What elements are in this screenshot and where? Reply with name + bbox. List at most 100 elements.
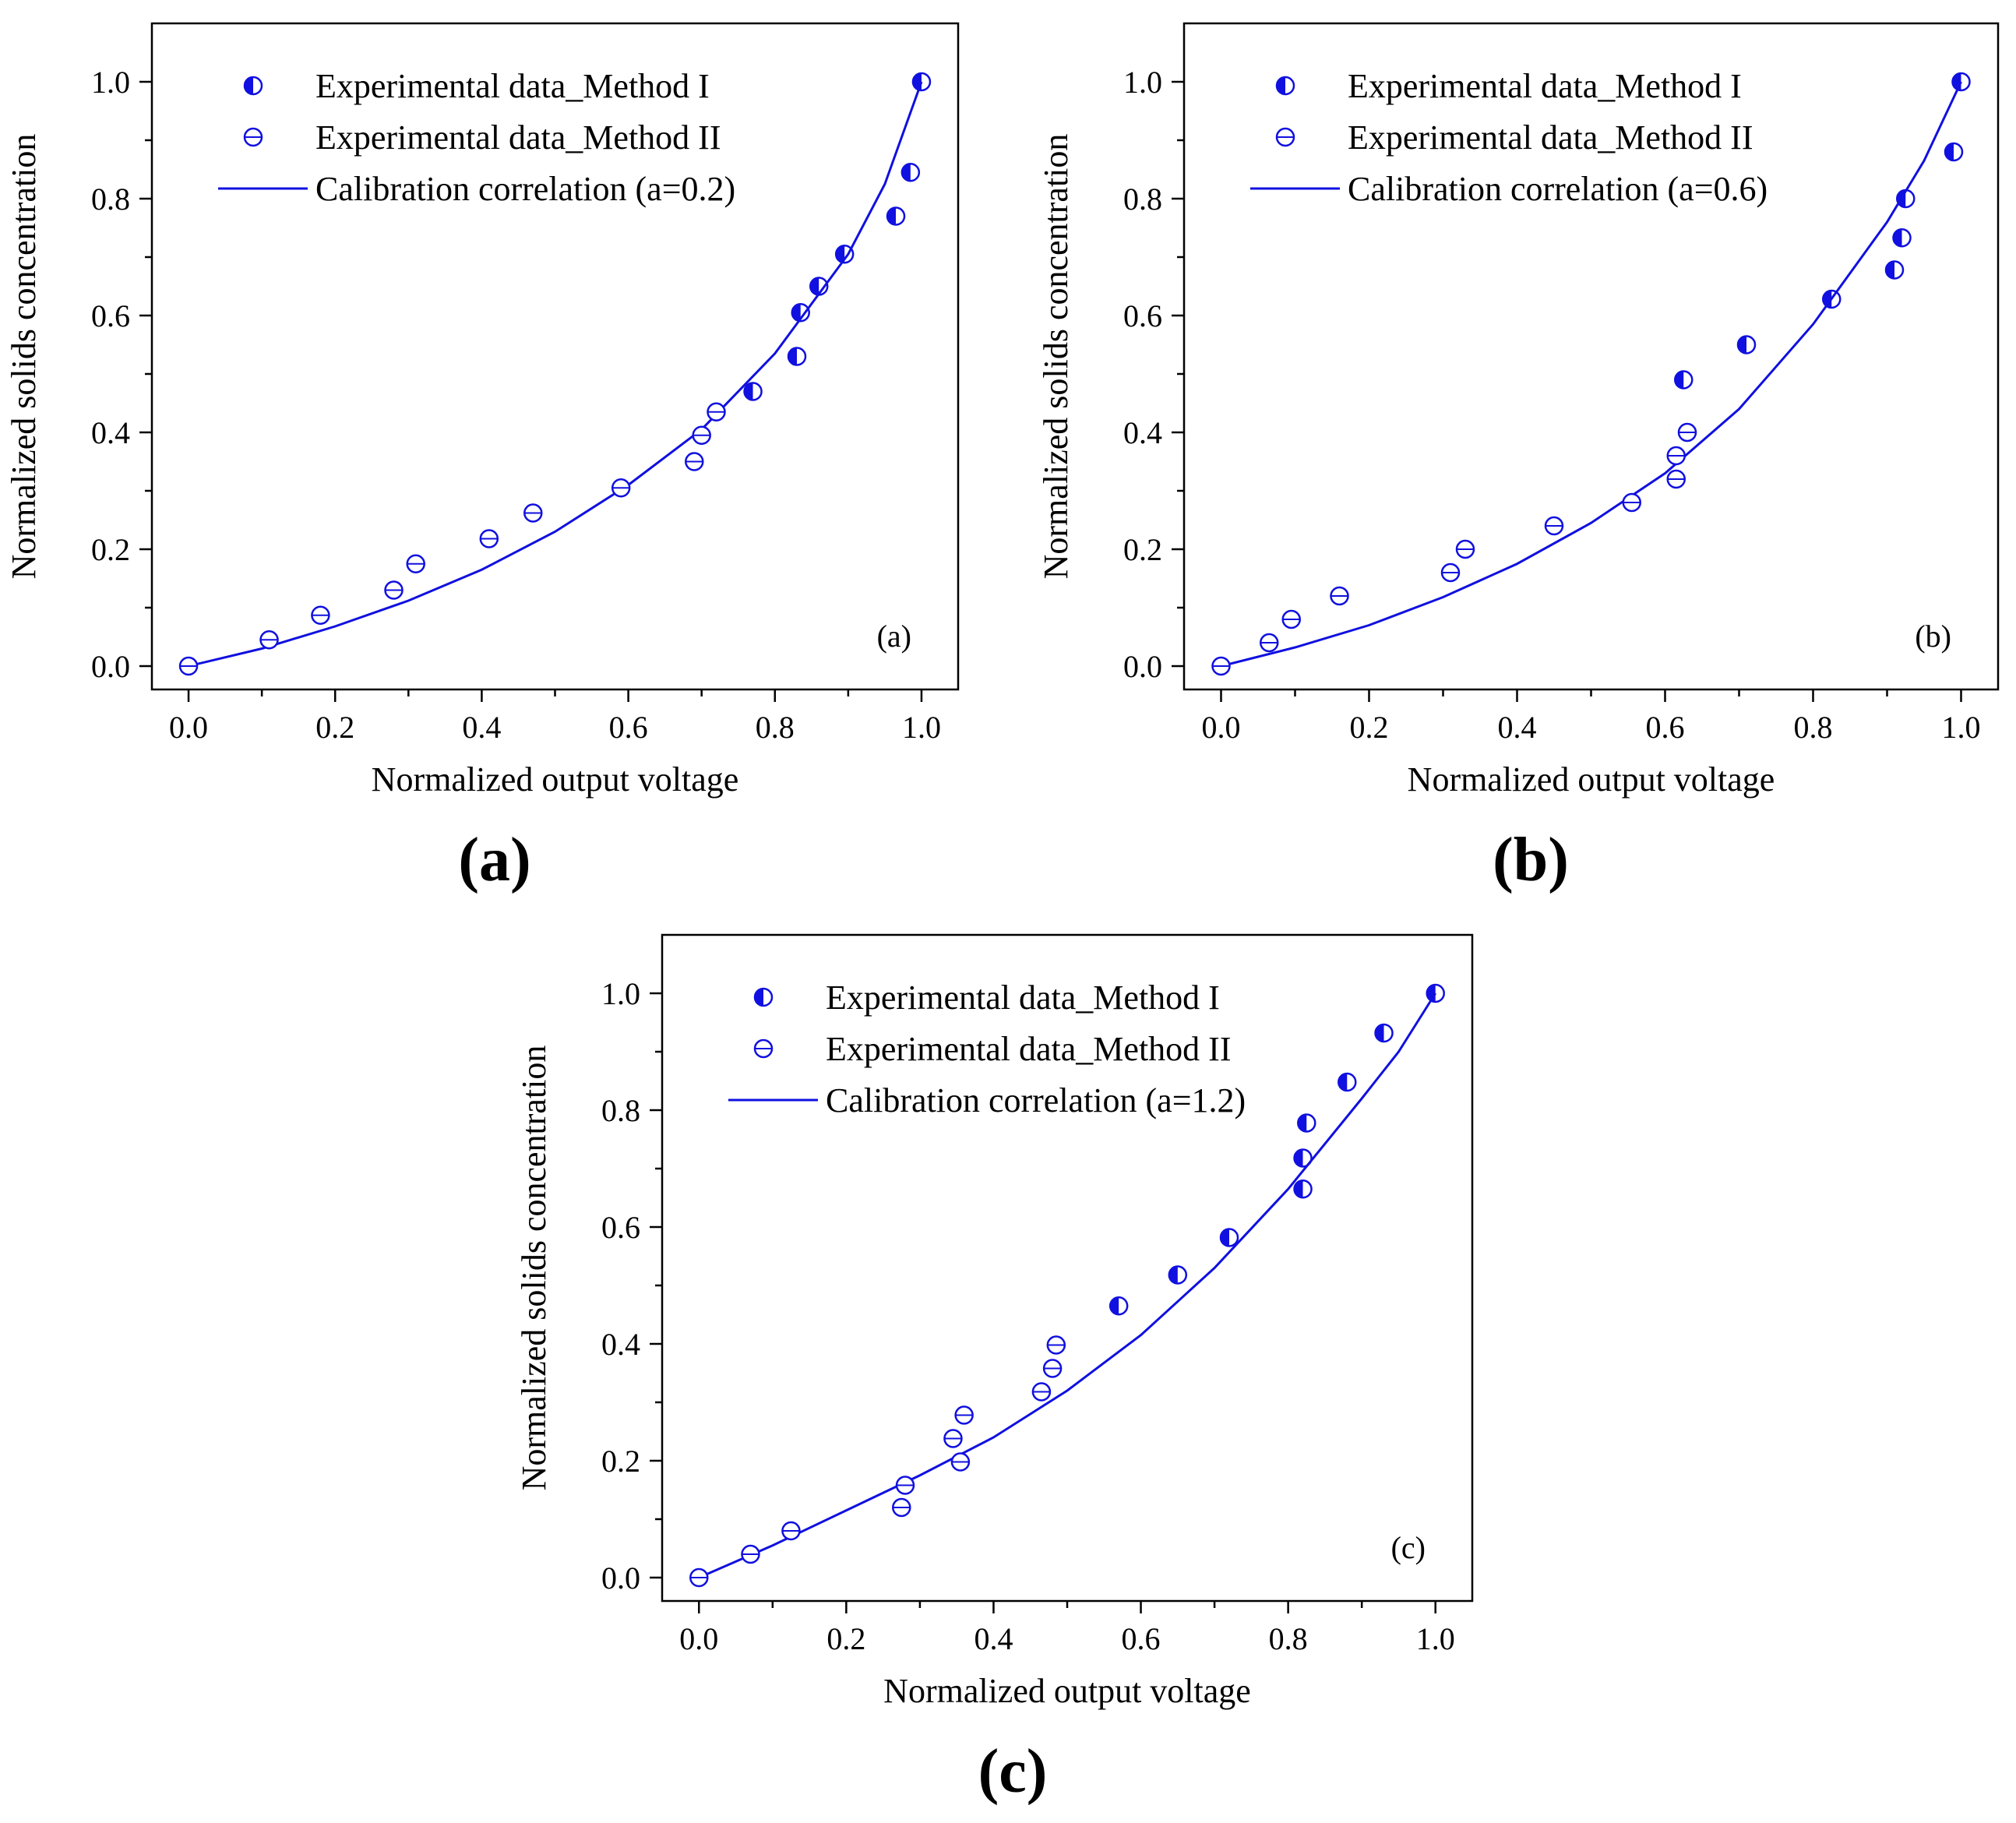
x-axis-title: Normalized output voltage [883,1672,1251,1710]
x-axis-title: Normalized output voltage [1408,760,1775,799]
y-axis-title: Normalized solids concentration [5,134,43,580]
method-2-point [1046,1335,1066,1355]
method-2-point [1042,1359,1063,1378]
panel-tag: (c) [1391,1530,1426,1565]
method-1-point [1338,1072,1357,1092]
y-tick-label: 0.8 [1123,182,1162,217]
legend-label: Experimental data_Method I [1348,67,1742,105]
method-1-point [1293,1148,1313,1168]
legend-label: Experimental data_Method II [315,118,721,157]
panel-caption: (c) [978,1737,1048,1806]
legend-label: Experimental data_Method II [1348,118,1753,157]
legend-label: Experimental data_Method I [826,978,1220,1017]
x-tick-label: 0.0 [169,710,208,745]
method-1-point [1293,1179,1313,1199]
method-2-point [311,605,330,625]
panel-3: 0.0 0.0 0.2 0.2 0.4 0.4 0.6 0.6 0.8 0.8 1.0 1.0 Norm… [515,933,1474,1806]
method-1-point [1944,142,1964,162]
method-2-point [1677,422,1697,443]
method-1-point [743,382,763,401]
legend-label: Calibration correlation (a=0.2) [315,170,735,208]
legend-marker [1275,127,1295,147]
method-2-point [707,402,726,421]
y-tick-label: 1.0 [1123,65,1162,100]
x-tick-label: 0.2 [315,710,354,745]
method-1-point [1736,335,1757,354]
method-2-point [384,580,404,600]
method-2-point [406,554,425,573]
x-tick-label: 0.6 [609,710,648,745]
y-tick-label: 1.0 [601,976,640,1011]
method-1-point [791,303,810,323]
y-tick-label: 0.4 [91,415,130,450]
legend-label: Calibration correlation (a=1.2) [826,1081,1246,1120]
legend-marker [243,127,263,147]
legend-marker [1275,76,1295,96]
method-2-point [611,478,631,498]
x-tick-label: 0.6 [1646,710,1685,745]
method-1-point [1896,189,1916,209]
method-2-point [692,425,711,445]
x-tick-label: 0.2 [1350,710,1389,745]
method-2-point [1544,516,1564,536]
y-tick-label: 0.6 [91,298,130,333]
method-2-point [178,656,199,676]
legend-marker [243,76,263,96]
method-2-point [781,1521,801,1541]
method-2-point [1260,633,1279,653]
method-2-point [1031,1382,1052,1402]
panel-tag: (a) [877,619,911,654]
method-2-point [1666,446,1686,466]
method-1-point [1108,1296,1129,1316]
x-tick-label: 0.8 [1269,1621,1308,1656]
y-tick-label: 1.0 [91,65,130,100]
method-2-point [895,1476,915,1495]
calibration-curve [698,993,1436,1579]
method-2-point [689,1567,709,1588]
panel-caption: (a) [458,826,530,894]
method-1-point [809,277,829,296]
method-2-point [523,503,543,523]
method-1-point [1674,370,1694,390]
y-tick-label: 0.4 [1123,415,1162,450]
x-tick-label: 0.0 [1202,710,1241,745]
y-tick-label: 0.4 [601,1327,640,1362]
calibration-curve [188,81,923,668]
x-tick-label: 0.4 [1498,710,1537,745]
method-2-point [741,1544,760,1564]
legend-marker [753,987,774,1007]
y-tick-label: 0.8 [91,182,130,217]
method-1-point [886,206,906,226]
legend-marker [753,1038,774,1059]
y-tick-label: 0.8 [601,1093,640,1128]
method-2-point [1211,656,1231,676]
x-tick-label: 1.0 [902,710,941,745]
method-2-point [943,1429,963,1448]
method-2-point [685,452,704,471]
x-tick-label: 1.0 [1416,1621,1455,1656]
legend-label: Experimental data_Method I [315,67,710,105]
x-tick-label: 0.2 [826,1621,865,1656]
method-1-point [1168,1265,1188,1285]
y-tick-label: 0.2 [91,532,130,567]
method-2-point [892,1497,911,1518]
method-1-point [1426,983,1445,1003]
method-2-point [954,1405,974,1425]
y-tick-label: 0.0 [601,1560,640,1596]
y-tick-label: 0.0 [1123,649,1162,684]
method-2-point [1281,609,1301,629]
y-tick-label: 0.6 [601,1210,640,1245]
method-1-point [1892,228,1912,248]
x-tick-label: 0.8 [1794,710,1833,745]
y-tick-label: 0.2 [1123,532,1162,567]
method-2-point [1666,469,1686,489]
panel-caption: (b) [1493,826,1569,894]
method-2-point [1455,539,1475,559]
panel-2: 0.0 0.0 0.2 0.2 0.4 0.4 0.6 0.6 0.8 0.8 1.0 1.0 Norm… [1037,22,2000,894]
legend-label: Calibration correlation (a=0.6) [1348,170,1768,208]
method-2-point [479,529,499,548]
x-axis-title: Normalized output voltage [372,760,739,799]
method-1-point [1219,1228,1239,1247]
method-1-point [1297,1113,1316,1133]
